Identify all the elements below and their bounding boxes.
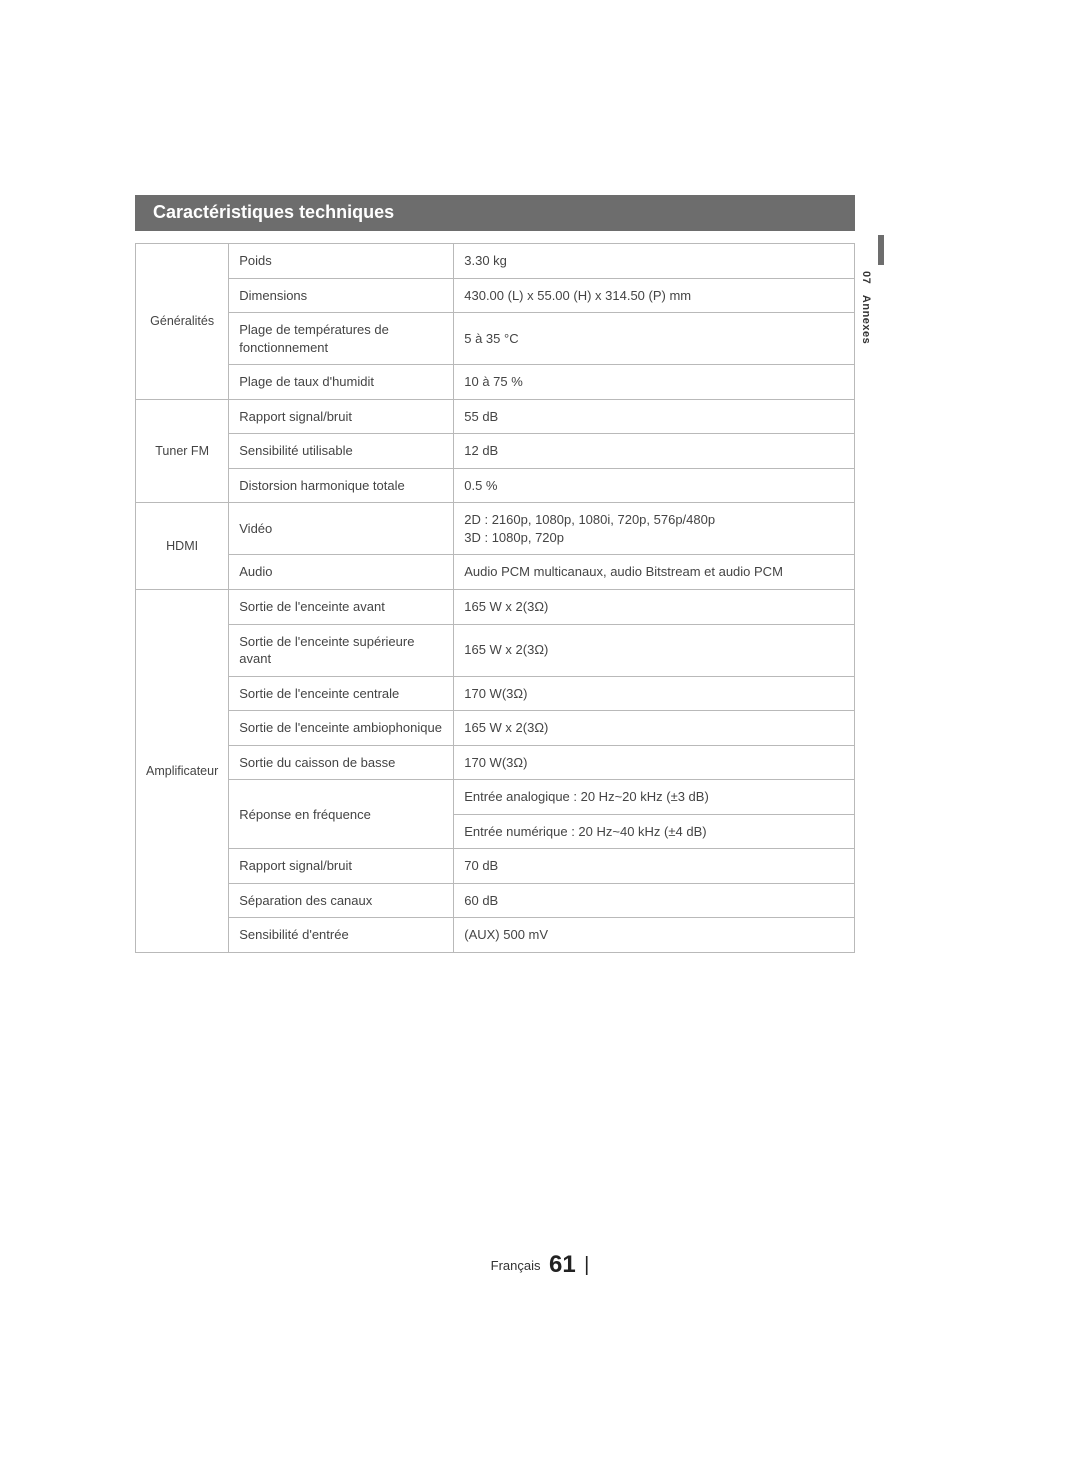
value-cell: 5 à 35 °C: [454, 313, 855, 365]
sidebar-text: 07 Annexes: [860, 271, 872, 344]
property-cell: Sortie de l'enceinte centrale: [229, 676, 454, 711]
table-row: Plage de taux d'humidit10 à 75 %: [136, 365, 855, 400]
footer-bar: |: [584, 1254, 589, 1276]
value-cell: 12 dB: [454, 434, 855, 469]
property-cell: Rapport signal/bruit: [229, 849, 454, 884]
sidebar-tab-mark: [878, 235, 884, 265]
value-cell: 170 W(3Ω): [454, 745, 855, 780]
specs-table: GénéralitésPoids3.30 kgDimensions430.00 …: [135, 243, 855, 953]
property-cell: Dimensions: [229, 278, 454, 313]
value-cell: 60 dB: [454, 883, 855, 918]
value-cell: 3.30 kg: [454, 244, 855, 279]
table-row: Sensibilité utilisable12 dB: [136, 434, 855, 469]
property-cell: Sortie du caisson de basse: [229, 745, 454, 780]
sidebar-section-name: Annexes: [860, 295, 872, 344]
table-row: Distorsion harmonique totale0.5 %: [136, 468, 855, 503]
footer-language: Français: [491, 1258, 541, 1273]
value-cell: Audio PCM multicanaux, audio Bitstream e…: [454, 555, 855, 590]
table-row: AmplificateurSortie de l'enceinte avant1…: [136, 590, 855, 625]
property-cell: Sensibilité utilisable: [229, 434, 454, 469]
table-row: Séparation des canaux60 dB: [136, 883, 855, 918]
property-cell: Poids: [229, 244, 454, 279]
table-row: Rapport signal/bruit70 dB: [136, 849, 855, 884]
value-cell: (AUX) 500 mV: [454, 918, 855, 953]
table-row: GénéralitésPoids3.30 kg: [136, 244, 855, 279]
value-cell: 2D : 2160p, 1080p, 1080i, 720p, 576p/480…: [454, 503, 855, 555]
property-cell: Sortie de l'enceinte ambiophonique: [229, 711, 454, 746]
section-banner: Caractéristiques techniques: [135, 195, 855, 231]
value-cell: 55 dB: [454, 399, 855, 434]
table-row: Sortie du caisson de basse170 W(3Ω): [136, 745, 855, 780]
property-cell: Plage de températures de fonctionnement: [229, 313, 454, 365]
value-cell: Entrée numérique : 20 Hz~40 kHz (±4 dB): [454, 814, 855, 849]
category-cell: Généralités: [136, 244, 229, 400]
table-row: AudioAudio PCM multicanaux, audio Bitstr…: [136, 555, 855, 590]
value-cell: 165 W x 2(3Ω): [454, 711, 855, 746]
category-cell: Amplificateur: [136, 590, 229, 953]
value-cell: 0.5 %: [454, 468, 855, 503]
page-footer: Français 61 |: [0, 1251, 1080, 1279]
value-cell: 10 à 75 %: [454, 365, 855, 400]
table-row: Dimensions430.00 (L) x 55.00 (H) x 314.5…: [136, 278, 855, 313]
sidebar-tab: 07 Annexes: [860, 235, 890, 344]
table-row: Réponse en fréquenceEntrée analogique : …: [136, 780, 855, 815]
value-cell: 165 W x 2(3Ω): [454, 624, 855, 676]
property-cell: Audio: [229, 555, 454, 590]
property-cell: Rapport signal/bruit: [229, 399, 454, 434]
value-cell: 70 dB: [454, 849, 855, 884]
property-cell: Réponse en fréquence: [229, 780, 454, 849]
table-row: Sortie de l'enceinte supérieure avant165…: [136, 624, 855, 676]
table-row: Tuner FMRapport signal/bruit55 dB: [136, 399, 855, 434]
page: Caractéristiques techniques GénéralitésP…: [0, 0, 1080, 1479]
value-cell: 170 W(3Ω): [454, 676, 855, 711]
table-row: HDMIVidéo2D : 2160p, 1080p, 1080i, 720p,…: [136, 503, 855, 555]
value-cell: 165 W x 2(3Ω): [454, 590, 855, 625]
property-cell: Vidéo: [229, 503, 454, 555]
property-cell: Plage de taux d'humidit: [229, 365, 454, 400]
value-cell: 430.00 (L) x 55.00 (H) x 314.50 (P) mm: [454, 278, 855, 313]
footer-page-number: 61: [549, 1251, 576, 1278]
property-cell: Distorsion harmonique totale: [229, 468, 454, 503]
sidebar-section-number: 07: [860, 271, 872, 284]
table-row: Sensibilité d'entrée(AUX) 500 mV: [136, 918, 855, 953]
table-row: Sortie de l'enceinte centrale170 W(3Ω): [136, 676, 855, 711]
value-cell: Entrée analogique : 20 Hz~20 kHz (±3 dB): [454, 780, 855, 815]
content-area: Caractéristiques techniques GénéralitésP…: [135, 195, 855, 953]
property-cell: Sensibilité d'entrée: [229, 918, 454, 953]
category-cell: Tuner FM: [136, 399, 229, 503]
property-cell: Sortie de l'enceinte avant: [229, 590, 454, 625]
property-cell: Séparation des canaux: [229, 883, 454, 918]
category-cell: HDMI: [136, 503, 229, 590]
property-cell: Sortie de l'enceinte supérieure avant: [229, 624, 454, 676]
table-row: Sortie de l'enceinte ambiophonique165 W …: [136, 711, 855, 746]
table-row: Plage de températures de fonctionnement5…: [136, 313, 855, 365]
